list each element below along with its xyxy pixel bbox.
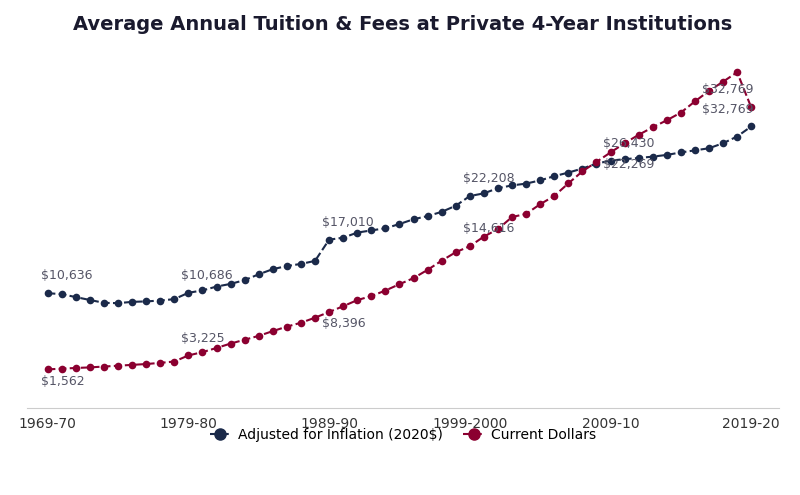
Text: $1,562: $1,562 bbox=[41, 375, 84, 388]
Text: $10,636: $10,636 bbox=[41, 269, 92, 282]
Text: $22,208: $22,208 bbox=[462, 172, 514, 185]
Text: $32,769: $32,769 bbox=[702, 102, 754, 115]
Text: $14,616: $14,616 bbox=[462, 222, 514, 235]
Text: $10,686: $10,686 bbox=[182, 269, 233, 282]
Text: $22,269: $22,269 bbox=[603, 158, 655, 171]
Text: $17,010: $17,010 bbox=[322, 216, 374, 229]
Text: $8,396: $8,396 bbox=[322, 317, 366, 331]
Text: $32,769: $32,769 bbox=[702, 84, 754, 97]
Legend: Adjusted for Inflation (2020$), Current Dollars: Adjusted for Inflation (2020$), Current … bbox=[204, 423, 602, 447]
Text: $26,430: $26,430 bbox=[603, 137, 655, 149]
Text: $3,225: $3,225 bbox=[182, 332, 225, 345]
Title: Average Annual Tuition & Fees at Private 4-Year Institutions: Average Annual Tuition & Fees at Private… bbox=[74, 15, 733, 34]
